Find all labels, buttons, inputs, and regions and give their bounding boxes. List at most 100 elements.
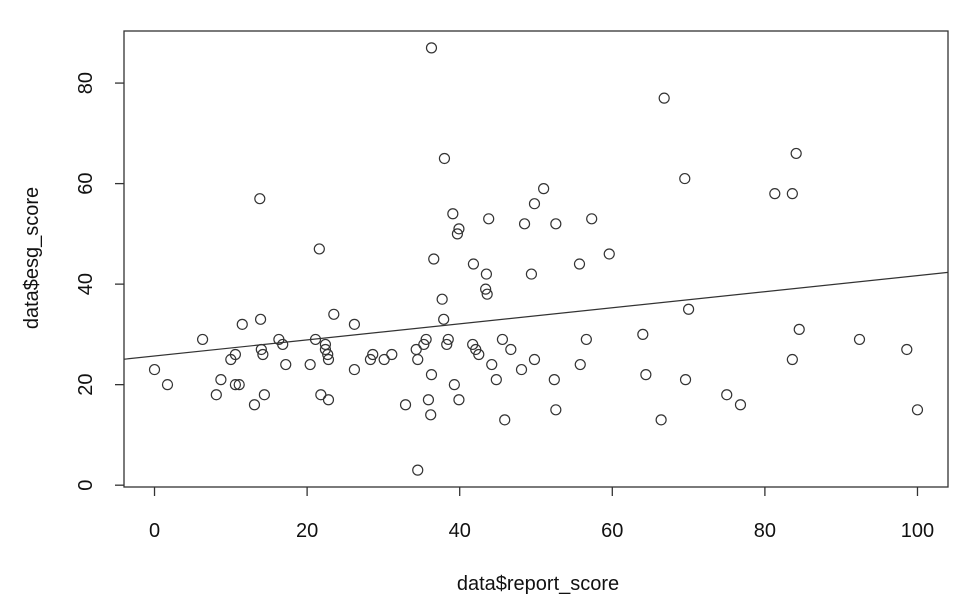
point xyxy=(322,348,334,361)
point xyxy=(229,348,241,361)
point xyxy=(637,328,649,340)
point xyxy=(550,404,562,416)
point xyxy=(254,313,267,325)
point xyxy=(505,343,517,356)
point xyxy=(280,358,292,371)
point xyxy=(490,374,502,386)
point xyxy=(367,348,379,361)
point xyxy=(515,363,528,376)
point xyxy=(441,338,453,351)
point xyxy=(481,288,493,300)
point xyxy=(640,369,652,381)
point xyxy=(428,253,440,265)
point xyxy=(322,394,335,406)
point xyxy=(769,188,781,200)
point xyxy=(425,409,437,421)
point xyxy=(378,353,390,366)
point xyxy=(328,308,340,320)
point xyxy=(793,323,805,335)
point xyxy=(257,348,269,361)
point xyxy=(412,464,424,476)
x-tick-label: 60 xyxy=(601,520,623,542)
point xyxy=(786,353,798,366)
point xyxy=(319,343,332,356)
point xyxy=(236,318,248,330)
point xyxy=(580,333,592,346)
x-tick-label: 80 xyxy=(754,520,776,542)
point xyxy=(518,218,531,230)
point xyxy=(386,348,398,361)
point xyxy=(313,243,325,255)
y-tick-label: 40 xyxy=(75,273,97,295)
point xyxy=(453,223,465,235)
point xyxy=(679,374,692,386)
point xyxy=(210,389,222,401)
point xyxy=(853,333,866,346)
point xyxy=(451,228,464,240)
point xyxy=(277,338,289,351)
point xyxy=(364,353,377,366)
point xyxy=(442,333,454,346)
point xyxy=(486,358,498,371)
point xyxy=(911,404,924,416)
point xyxy=(483,213,495,225)
point xyxy=(453,394,465,406)
point xyxy=(447,208,459,220)
y-tick-label: 60 xyxy=(75,172,97,194)
point xyxy=(682,303,695,315)
point xyxy=(528,198,541,210)
point xyxy=(322,353,335,366)
point xyxy=(161,379,174,391)
point xyxy=(538,183,550,195)
point xyxy=(573,258,586,270)
point xyxy=(790,147,802,160)
point xyxy=(412,353,424,366)
point xyxy=(734,399,747,411)
y-tick-label: 20 xyxy=(75,374,97,396)
point xyxy=(574,358,586,371)
point xyxy=(499,414,511,426)
x-tick-label: 0 xyxy=(149,520,160,542)
point xyxy=(786,188,798,200)
point xyxy=(603,248,615,260)
point xyxy=(438,313,450,325)
point xyxy=(548,374,560,386)
point xyxy=(658,92,670,104)
point xyxy=(438,152,451,165)
point xyxy=(473,348,485,361)
point xyxy=(425,42,438,54)
point xyxy=(348,363,361,376)
point xyxy=(418,338,430,351)
plot-frame xyxy=(123,30,949,488)
point xyxy=(425,369,438,381)
y-tick-label: 0 xyxy=(75,480,97,491)
point xyxy=(679,172,691,185)
x-tick-label: 20 xyxy=(296,520,318,542)
point xyxy=(901,343,913,356)
point xyxy=(399,399,412,411)
point xyxy=(196,333,209,346)
point xyxy=(229,379,241,391)
point xyxy=(721,389,733,401)
point xyxy=(254,193,266,205)
x-tick-label: 100 xyxy=(901,520,934,542)
point xyxy=(422,394,435,406)
point xyxy=(315,389,327,401)
point xyxy=(550,218,562,230)
point xyxy=(528,353,541,366)
point xyxy=(148,363,161,376)
point xyxy=(467,258,480,270)
point xyxy=(655,414,667,426)
point xyxy=(480,283,492,295)
point xyxy=(525,268,538,280)
x-axis-label: data$report_score xyxy=(457,573,619,595)
regression-line xyxy=(123,271,949,360)
y-axis-label: data$esg_score xyxy=(21,187,43,329)
y-tick-label: 80 xyxy=(75,72,97,94)
point xyxy=(258,389,270,401)
point xyxy=(304,358,316,371)
point xyxy=(348,318,361,330)
point xyxy=(420,333,432,346)
point xyxy=(496,333,509,346)
